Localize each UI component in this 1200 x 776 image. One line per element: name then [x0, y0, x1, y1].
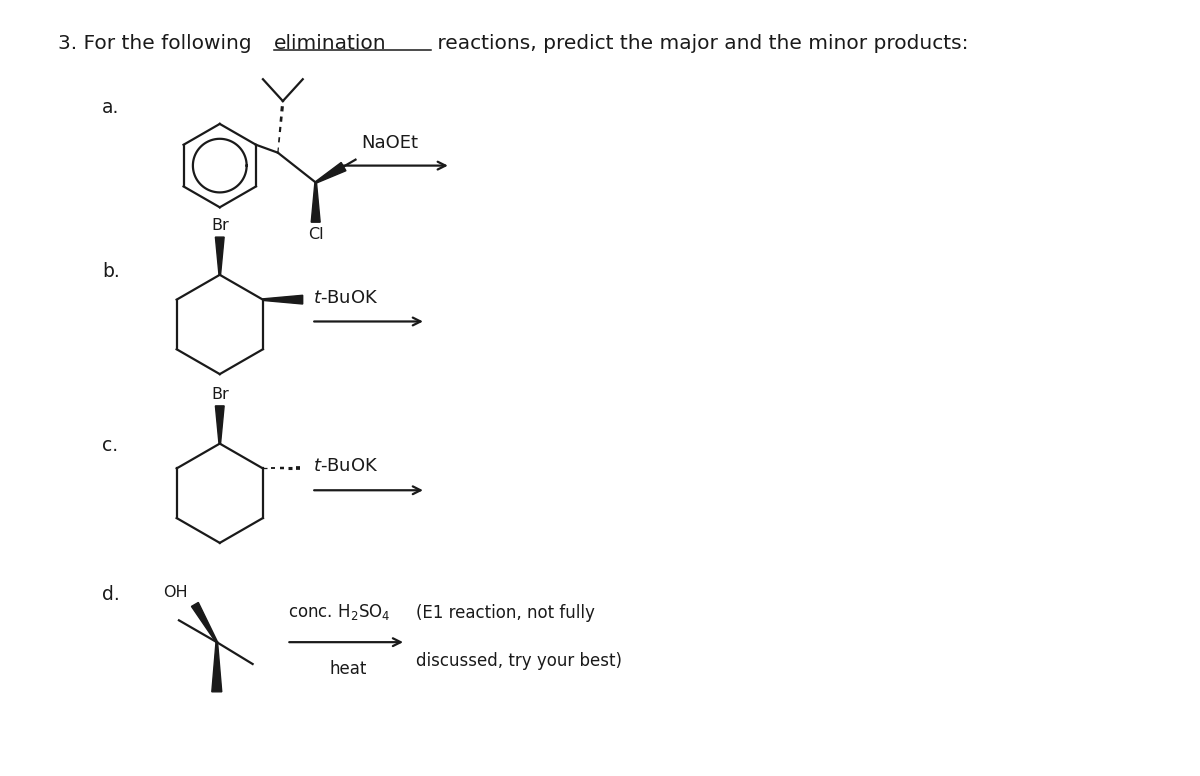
Text: Br: Br	[211, 218, 229, 233]
Polygon shape	[263, 296, 302, 304]
Text: $\it{t}$-BuOK: $\it{t}$-BuOK	[313, 289, 379, 307]
Text: c.: c.	[102, 435, 119, 455]
Text: (E1 reaction, not fully: (E1 reaction, not fully	[416, 605, 595, 622]
Polygon shape	[215, 406, 224, 444]
Text: conc. H$_2$SO$_4$: conc. H$_2$SO$_4$	[288, 602, 391, 622]
Polygon shape	[192, 602, 217, 643]
Polygon shape	[316, 162, 346, 183]
Text: a.: a.	[102, 98, 120, 117]
Text: b.: b.	[102, 262, 120, 281]
Polygon shape	[212, 643, 222, 692]
Text: NaOEt: NaOEt	[361, 133, 418, 151]
Text: elimination: elimination	[274, 33, 386, 53]
Polygon shape	[215, 237, 224, 275]
Text: d.: d.	[102, 584, 120, 604]
Text: discussed, try your best): discussed, try your best)	[416, 652, 622, 670]
Text: heat: heat	[329, 660, 367, 678]
Text: Cl: Cl	[308, 227, 324, 242]
Polygon shape	[311, 182, 320, 222]
Text: 3. For the following: 3. For the following	[58, 33, 258, 53]
Text: OH: OH	[163, 585, 188, 601]
Text: reactions, predict the major and the minor products:: reactions, predict the major and the min…	[431, 33, 968, 53]
Text: $\it{t}$-BuOK: $\it{t}$-BuOK	[313, 457, 379, 476]
Text: Br: Br	[211, 387, 229, 402]
